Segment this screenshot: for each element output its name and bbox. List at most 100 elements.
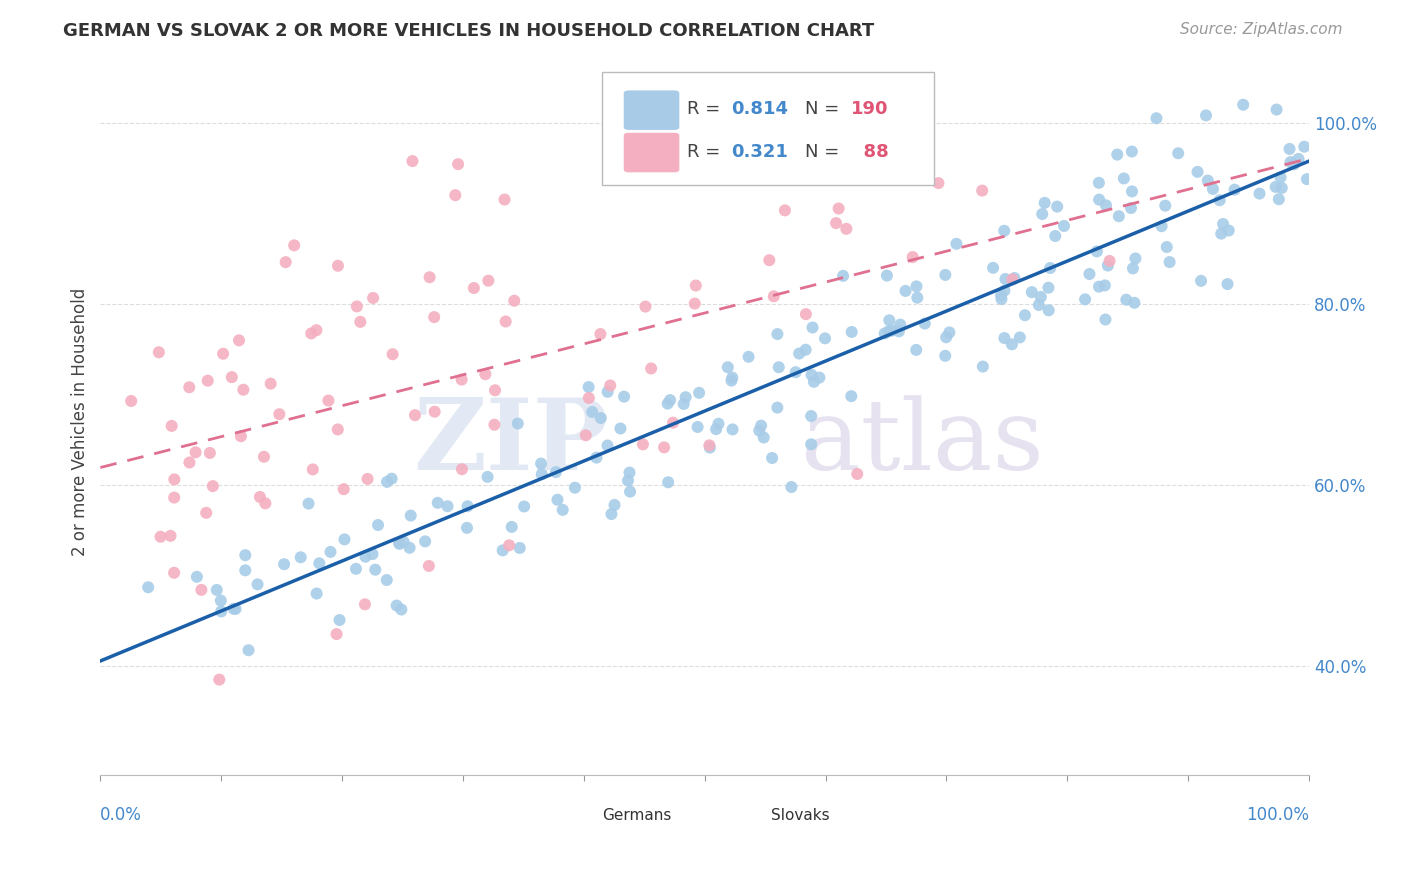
Point [609,421,631,435]
Point [631,437,654,451]
Point [905,291,928,305]
Point [457,500,479,514]
Point [498,538,520,552]
Point [148,345,170,359]
Point [800,368,823,382]
Point [1195,108,1218,122]
Point [935,330,957,344]
Point [346,300,368,314]
Point [927,176,949,190]
Text: GERMAN VS SLOVAK 2 OR MORE VEHICLES IN HOUSEHOLD CORRELATION CHART: GERMAN VS SLOVAK 2 OR MORE VEHICLES IN H… [63,22,875,40]
Point [329,613,352,627]
Point [375,475,398,489]
Point [1167,146,1189,161]
Point [253,450,276,464]
Point [444,188,467,202]
Point [163,566,186,580]
Point [1098,254,1121,268]
Point [1021,285,1043,300]
Text: atlas: atlas [801,395,1045,491]
Point [233,548,256,562]
Point [934,268,956,282]
Point [589,411,612,425]
Point [301,462,323,476]
Point [503,293,526,308]
Point [1121,145,1143,159]
Point [835,222,858,236]
Point [389,602,412,616]
Point [1208,193,1230,207]
Point [308,556,330,570]
Point [456,521,478,535]
Point [657,475,679,490]
Point [367,518,389,533]
FancyBboxPatch shape [725,803,766,829]
Point [581,405,603,419]
Point [773,203,796,218]
Point [934,349,956,363]
Point [297,497,319,511]
Point [766,401,789,415]
Point [596,438,619,452]
Point [1029,290,1052,304]
Point [794,343,817,357]
Point [1144,112,1167,126]
Text: N =: N = [806,101,845,119]
Point [814,331,837,345]
Point [149,530,172,544]
Text: R =: R = [686,101,725,119]
Point [423,405,446,419]
Point [873,326,896,341]
Point [254,496,277,510]
Point [640,361,662,376]
Text: 0.321: 0.321 [731,143,789,161]
Point [600,507,623,521]
Point [905,279,928,293]
Point [827,202,849,216]
Point [1095,198,1118,212]
Point [222,601,245,615]
Point [981,260,1004,275]
Point [290,550,312,565]
Point [1121,185,1143,199]
Point [209,593,232,607]
Point [418,558,440,573]
Point [1232,97,1254,112]
Point [914,317,936,331]
Point [305,323,328,337]
Point [938,326,960,340]
Point [766,327,789,342]
Point [990,288,1012,302]
Point [662,416,685,430]
Point [1038,281,1060,295]
Point [160,418,183,433]
Point [513,500,536,514]
Point [1296,172,1319,186]
Point [361,547,384,561]
Point [399,508,422,523]
Point [803,375,825,389]
Point [617,474,640,488]
Point [1088,176,1111,190]
Point [1218,223,1240,237]
Point [901,250,924,264]
Point [195,506,218,520]
Point [659,393,682,408]
Point [657,396,679,410]
Point [1187,165,1209,179]
Point [749,418,772,433]
Point [780,480,803,494]
Point [699,441,721,455]
Point [401,154,423,169]
Point [876,268,898,283]
Point [506,417,529,431]
Point [575,428,598,442]
Point [477,470,499,484]
Point [392,534,415,549]
Point [685,278,707,293]
Point [136,580,159,594]
Point [1108,209,1130,223]
Point [704,422,727,436]
Point [197,374,219,388]
Point [1279,155,1302,169]
